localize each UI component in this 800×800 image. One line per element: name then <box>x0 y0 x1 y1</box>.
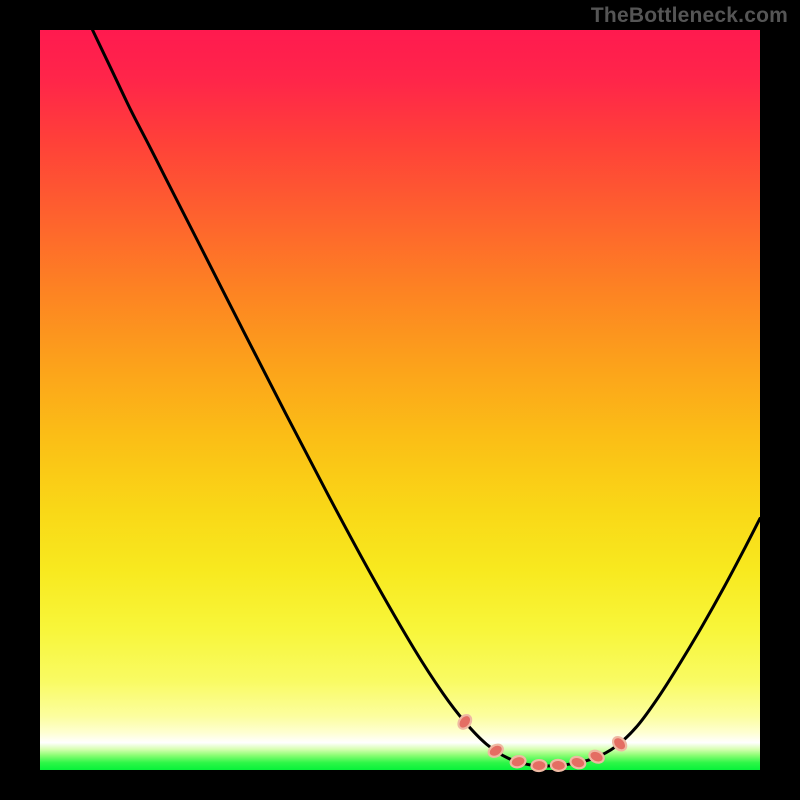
attribution-label: TheBottleneck.com <box>591 4 788 28</box>
bottleneck-chart <box>0 0 800 800</box>
chart-container: TheBottleneck.com <box>0 0 800 800</box>
marker <box>550 759 566 771</box>
marker <box>531 760 547 772</box>
